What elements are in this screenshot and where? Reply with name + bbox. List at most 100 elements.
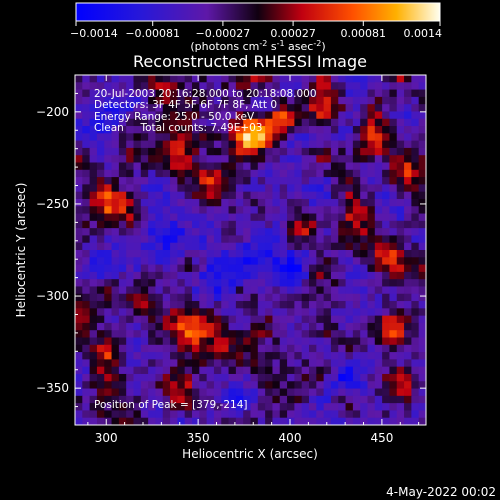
heatmap-cell (111, 403, 120, 411)
heatmap-cell (89, 228, 98, 236)
heatmap-cell (345, 264, 354, 273)
heatmap-cell (404, 395, 412, 404)
heatmap-cell (279, 410, 288, 419)
heatmap-cell (338, 198, 346, 207)
heatmap-cell (257, 337, 266, 346)
heatmap-cell (374, 308, 383, 317)
heatmap-cell (177, 228, 186, 236)
heatmap-cell (170, 206, 178, 214)
heatmap-cell (338, 381, 346, 389)
heatmap-cell (140, 82, 149, 90)
heatmap-cell (221, 235, 229, 244)
heatmap-cell (206, 177, 215, 185)
heatmap-cell (155, 366, 164, 375)
heatmap-cell (404, 111, 412, 120)
heatmap-cell (118, 279, 127, 287)
heatmap-cell (272, 417, 281, 425)
heatmap-cell (389, 177, 398, 185)
heatmap-cell (396, 286, 405, 295)
heatmap-cell (140, 322, 149, 331)
heatmap-cell (279, 271, 288, 280)
heatmap-cell (221, 147, 229, 156)
heatmap-cell (235, 301, 244, 309)
heatmap-cell (367, 89, 376, 98)
heatmap-cell (360, 235, 368, 244)
heatmap-cell (301, 118, 310, 127)
heatmap-cell (140, 279, 149, 287)
heatmap-cell (316, 322, 325, 331)
heatmap-cell (96, 301, 105, 309)
heatmap-cell (155, 133, 164, 142)
heatmap-cell (411, 286, 420, 295)
heatmap-cell (323, 147, 332, 156)
heatmap-cell (111, 301, 120, 309)
heatmap-cell (133, 75, 142, 83)
heatmap-cell (235, 352, 244, 360)
heatmap-cell (162, 75, 171, 83)
heatmap-cell (96, 220, 105, 229)
heatmap-cell (323, 228, 332, 236)
heatmap-cell (192, 395, 200, 404)
heatmap-cell (155, 155, 164, 163)
heatmap-cell (111, 184, 120, 193)
heatmap-cell (235, 388, 244, 397)
heatmap-cell (213, 301, 222, 309)
heatmap-cell (382, 147, 390, 156)
heatmap-cell (404, 279, 412, 287)
heatmap-cell (140, 330, 149, 338)
heatmap-cell (89, 286, 98, 295)
heatmap-cell (89, 250, 98, 258)
heatmap-cell (221, 169, 229, 178)
colorbar-ticks: −0.0014 −0.00081 −0.00027 0.00027 0.00081 0.0… (70, 21, 442, 40)
heatmap-cell (250, 417, 259, 425)
heatmap-cell (192, 330, 200, 338)
heatmap-cell (352, 242, 361, 251)
heatmap-cell (82, 213, 91, 222)
heatmap-cell (213, 104, 222, 112)
heatmap-cell (82, 293, 91, 302)
heatmap-cell (82, 162, 91, 171)
heatmap-cell (352, 147, 361, 156)
heatmap-cell (82, 111, 91, 120)
heatmap-cell (82, 359, 91, 368)
heatmap-cell (389, 337, 398, 346)
heatmap-cell (104, 322, 112, 331)
heatmap-cell (345, 177, 354, 185)
heatmap-cell (287, 75, 295, 83)
heatmap-cell (82, 315, 91, 324)
heatmap-cell (257, 206, 266, 214)
heatmap-cell (257, 417, 266, 425)
heatmap-cell (221, 352, 229, 360)
heatmap-cell (155, 111, 164, 120)
colorbar-strip (75, 2, 441, 22)
heatmap-cell (213, 147, 222, 156)
heatmap-cell (140, 308, 149, 317)
heatmap-cell (257, 177, 266, 185)
heatmap-cell (360, 220, 368, 229)
heatmap-cell (177, 403, 186, 411)
heatmap-cell (309, 89, 317, 98)
heatmap-cell (184, 126, 193, 134)
heatmap-cell (338, 301, 346, 309)
heatmap-cell (265, 373, 273, 382)
heatmap-cell (418, 111, 426, 120)
heatmap-cell (360, 75, 368, 83)
heatmap-cell (184, 330, 193, 338)
heatmap-cell (411, 82, 420, 90)
heatmap-cell (389, 126, 398, 134)
heatmap-cell (382, 381, 390, 389)
heatmap-cell (345, 388, 354, 397)
heatmap-cell (272, 111, 281, 120)
heatmap-cell (140, 388, 149, 397)
heatmap-cell (82, 242, 91, 251)
colorbar-tick-label: −0.00081 (125, 27, 180, 40)
heatmap-cell (184, 403, 193, 411)
heatmap-cell (309, 264, 317, 273)
heatmap-cell (213, 89, 222, 98)
heatmap-cell (382, 301, 390, 309)
heatmap-cell (404, 191, 412, 200)
heatmap-cell (301, 330, 310, 338)
heatmap-cell (338, 403, 346, 411)
heatmap-cell (140, 140, 149, 149)
heatmap-cell (89, 118, 98, 127)
